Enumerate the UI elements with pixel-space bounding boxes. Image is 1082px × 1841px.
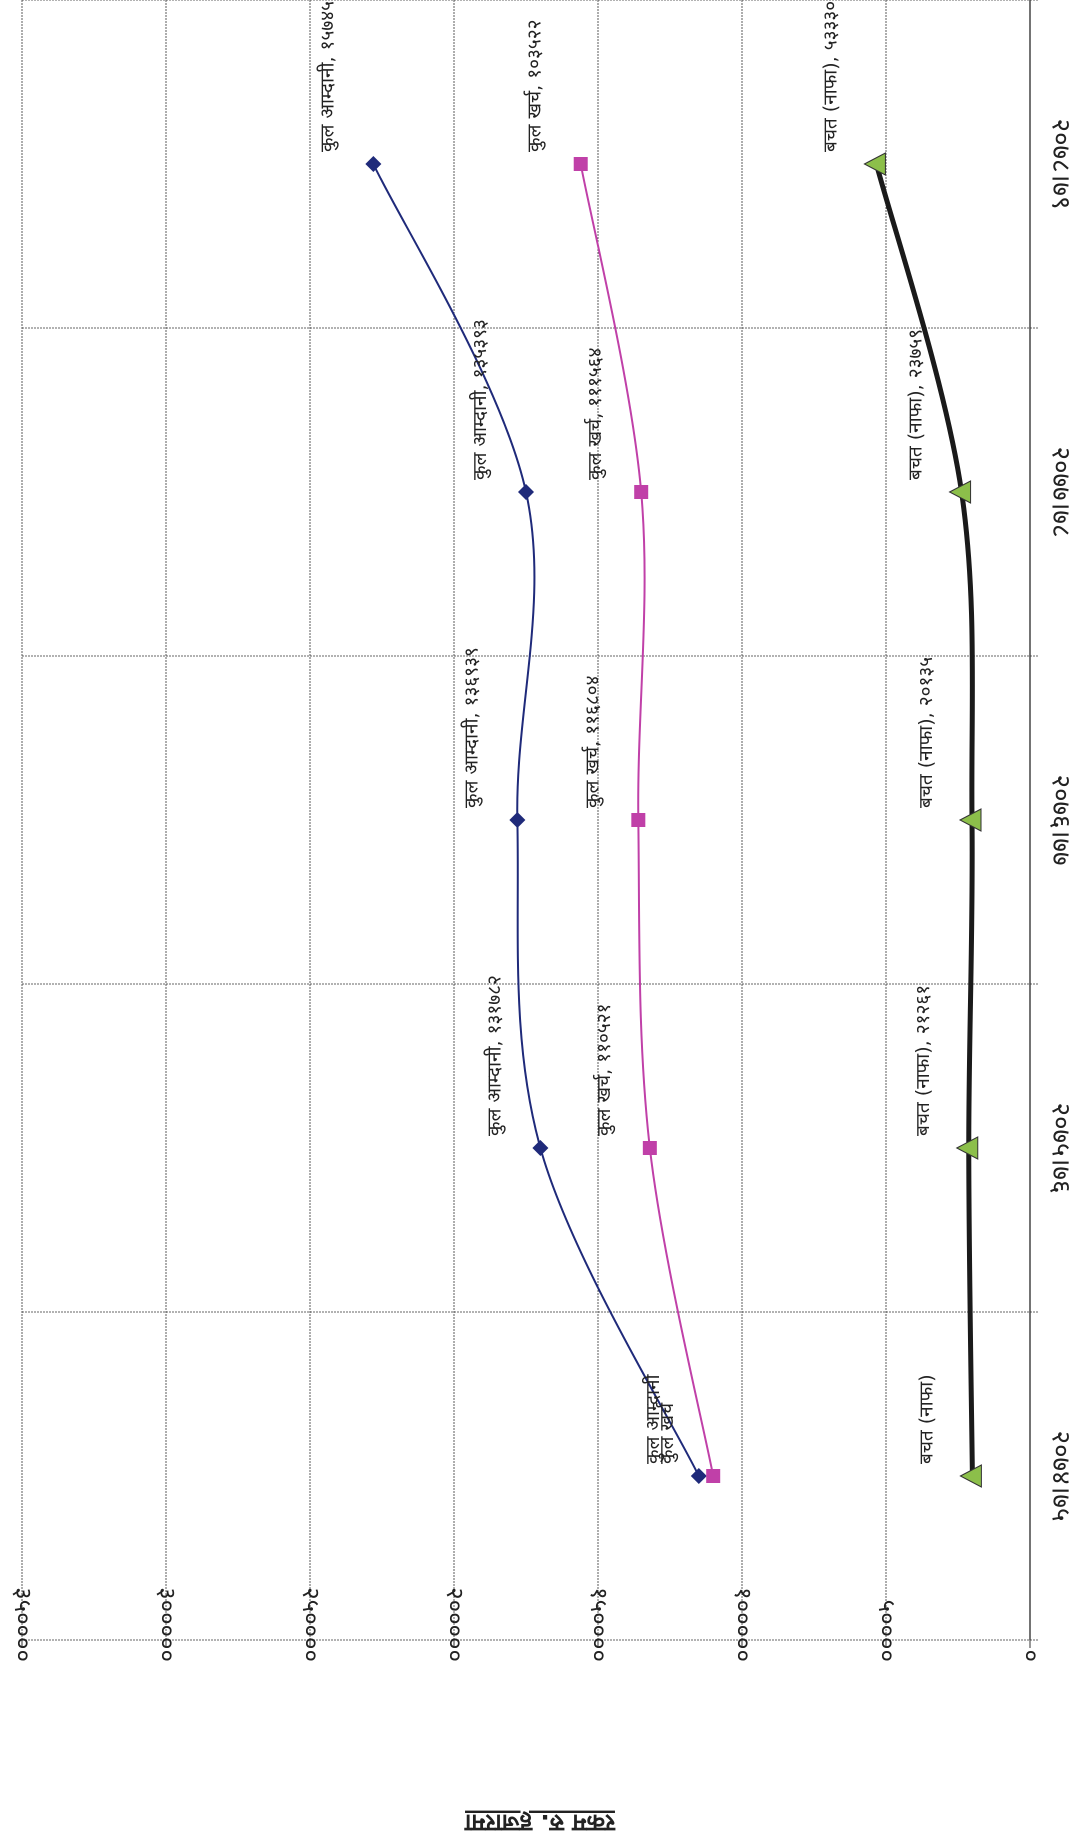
- data-point-triangle: [948, 480, 972, 504]
- data-point-triangle: [959, 1464, 982, 1488]
- grid-lines: [21, 0, 1038, 1648]
- data-label: कुल आम्दानी, १३१७८२: [482, 975, 506, 1136]
- data-label: बचत (नाफा), २१२६१: [912, 985, 934, 1136]
- data-label: कुल आम्दानी: [641, 1373, 665, 1464]
- value-tick-label: ५००००: [873, 1600, 901, 1662]
- data-point-square: [631, 813, 646, 827]
- plot-area: [22, 0, 1030, 1640]
- value-tick-label: २५००००: [297, 1587, 325, 1662]
- data-label: कुल खर्च, ११०५२१: [592, 1004, 616, 1136]
- value-tick-label: १०००००: [729, 1587, 757, 1662]
- data-label: कुल खर्च: [655, 1402, 679, 1464]
- value-tick-label: १५००००: [585, 1587, 613, 1662]
- data-point-diamond: [518, 484, 534, 500]
- data-point-diamond: [365, 156, 382, 172]
- data-label: कुल खर्च, ११६८०४: [580, 676, 604, 808]
- data-point-square: [642, 1141, 657, 1155]
- markers: [365, 152, 982, 1488]
- category-tick-label: २०७४।७५: [1046, 1431, 1076, 1522]
- tick-labels: ० ५०००० १००००० १५०००० २००००० २५०००० ३००००० ३५००…: [9, 119, 1076, 1662]
- data-point-triangle: [958, 808, 982, 832]
- data-labels: कुल आम्दानी कुल आम्दानी, १३१७८२ कुल आम्दान…: [315, 0, 937, 1464]
- data-point-triangle: [863, 152, 886, 176]
- data-point-diamond: [690, 1468, 707, 1484]
- data-label: कुल आम्दानी, १३५३९३: [468, 319, 492, 480]
- value-tick-label: ३५००००: [9, 1587, 37, 1662]
- data-label: बचत (नाफा), २३७५९: [905, 329, 927, 480]
- data-point-square: [634, 485, 649, 499]
- data-label: कुल आम्दानी, १३६९३९: [459, 647, 483, 808]
- data-point-diamond: [509, 812, 526, 828]
- data-label: कुल आम्दानी, १५७४५९: [315, 0, 339, 152]
- value-tick-label: ०: [1017, 1650, 1045, 1662]
- category-tick-label: २०७५।७६: [1046, 1103, 1076, 1194]
- value-tick-label: २०००००: [441, 1587, 469, 1662]
- data-label: बचत (नाफा): [915, 1374, 937, 1464]
- y-axis-title: रकम रु. हजारमा: [464, 1809, 616, 1837]
- category-tick-label: २०७८।७९: [1046, 119, 1076, 210]
- data-point-diamond: [532, 1140, 549, 1156]
- data-label: बचत (नाफा), ५३३३०: [819, 1, 841, 152]
- plot-background: [22, 0, 1030, 1640]
- data-point-triangle: [955, 1136, 979, 1160]
- data-label: बचत (नाफा), २०१३५: [915, 657, 937, 808]
- value-tick-label: ३०००००: [153, 1587, 181, 1662]
- category-tick-label: २०७६।७७: [1046, 775, 1076, 866]
- data-label: कुल खर्च, १११५६४: [583, 348, 607, 480]
- data-label: कुल खर्च, १०३५२२: [523, 20, 547, 152]
- data-point-square: [706, 1469, 721, 1483]
- data-point-square: [573, 157, 588, 171]
- category-tick-label: २०७७।७८: [1046, 447, 1076, 538]
